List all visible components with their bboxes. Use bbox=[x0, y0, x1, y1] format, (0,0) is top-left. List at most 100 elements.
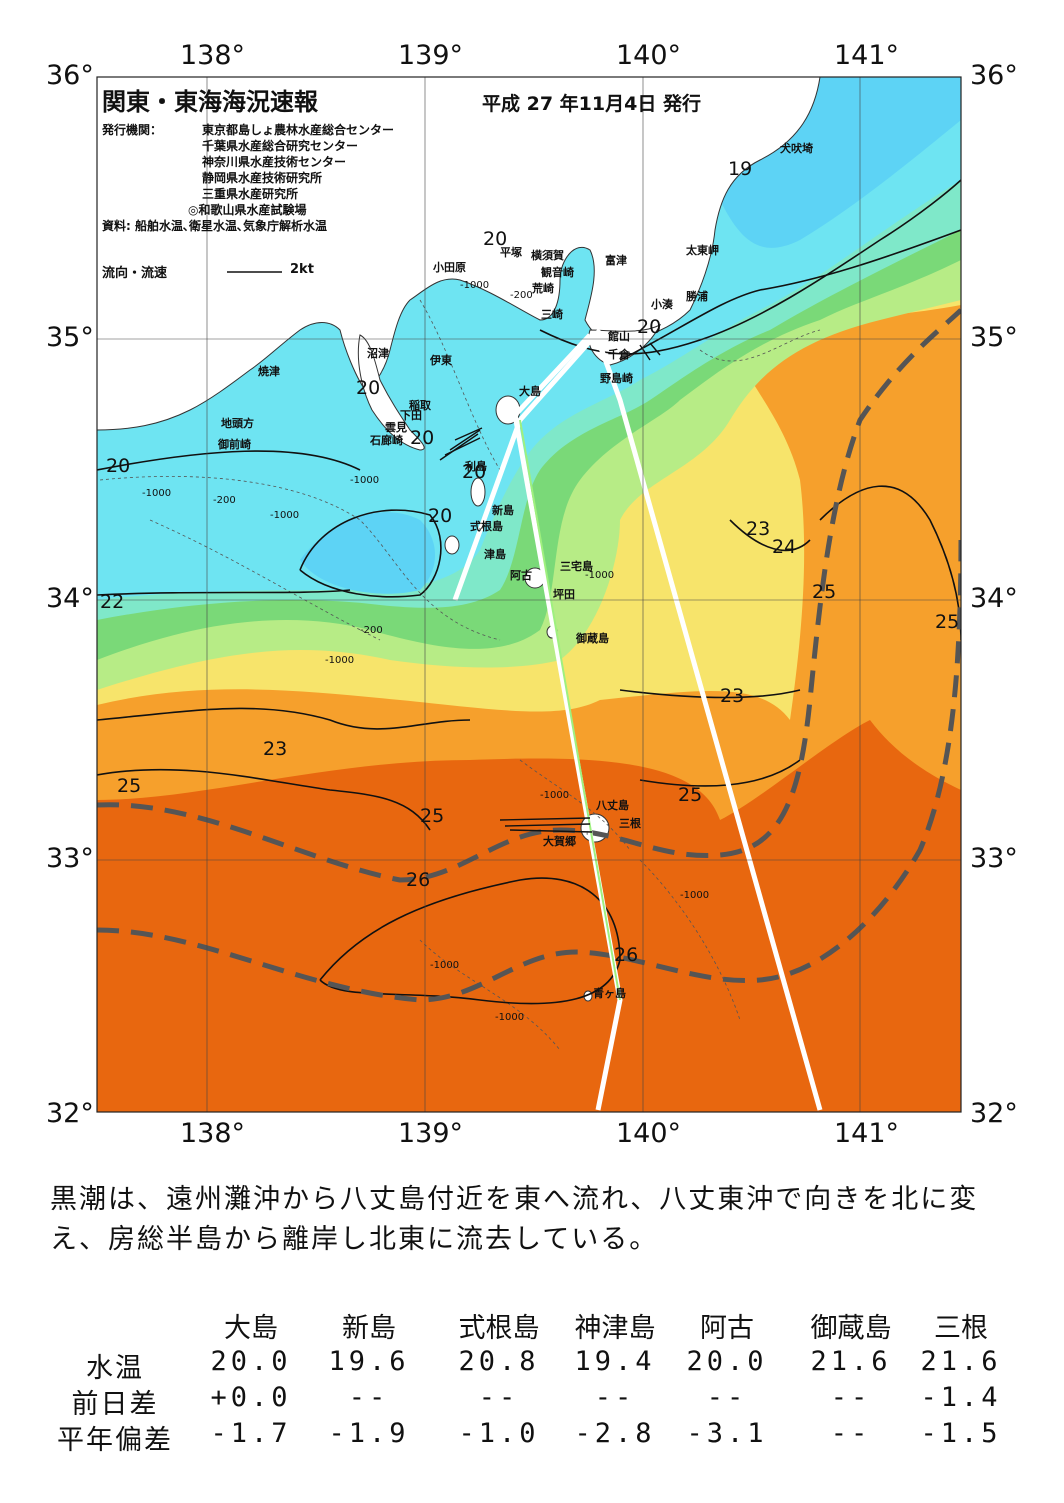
isotherm-label: 20 bbox=[410, 427, 435, 449]
place-label: 三宅島 bbox=[560, 560, 593, 573]
place-label: 荒崎 bbox=[532, 282, 554, 295]
place-label: 横須賀 bbox=[531, 249, 564, 262]
kuroshio-axis bbox=[97, 308, 961, 1003]
col-header: 御蔵島 bbox=[810, 1313, 892, 1344]
isotherm-label: 20 bbox=[483, 228, 508, 250]
place-label: 御前崎 bbox=[218, 438, 251, 451]
land-kanto bbox=[97, 77, 821, 431]
depth-label: -1000 bbox=[460, 280, 490, 291]
place-label: 小田原 bbox=[433, 261, 466, 274]
current-arrows bbox=[439, 342, 661, 833]
place-label: 観音崎 bbox=[541, 266, 574, 279]
place-label: 犬吠埼 bbox=[780, 142, 813, 155]
row-label: 水温 bbox=[86, 1353, 144, 1384]
table-cell: 21.6 bbox=[920, 1346, 1002, 1377]
data-sources: 資料: 船舶水温､衛星水温､気象庁解析水温 bbox=[102, 219, 327, 233]
lat-label-33-left: 33° bbox=[46, 843, 94, 874]
lon-label-138-bottom: 138° bbox=[180, 1118, 246, 1149]
map-border bbox=[96, 76, 962, 1113]
table-cell: 20.0 bbox=[210, 1346, 292, 1377]
kuroshio-summary: 黒潮は、遠州灘沖から八丈島付近を東へ流れ、八丈東沖で向きを北に変え、房総半島から… bbox=[50, 1184, 979, 1255]
place-label: 稲取 bbox=[409, 399, 431, 412]
table-cell: -1.9 bbox=[328, 1418, 410, 1449]
depth-label: -1000 bbox=[540, 790, 570, 801]
col-header: 三根 bbox=[934, 1313, 988, 1344]
row-label: 前日差 bbox=[71, 1389, 159, 1420]
col-header: 新島 bbox=[342, 1313, 396, 1344]
lon-label-138-top: 138° bbox=[180, 40, 246, 71]
issuer-6: ◎和歌山県水産試験場 bbox=[188, 203, 307, 217]
island-niijima bbox=[470, 477, 486, 507]
table-cell: -- bbox=[478, 1382, 520, 1413]
lon-label-140-bottom: 140° bbox=[616, 1118, 682, 1149]
lat-label-36-right: 36° bbox=[970, 60, 1018, 91]
sea-temperature-map: 138° 139° 140° 141° 138° 139° 140° 141° … bbox=[46, 40, 1018, 1149]
place-label: 坪田 bbox=[553, 588, 575, 601]
table-cell: 20.8 bbox=[458, 1346, 540, 1377]
lon-label-141-top: 141° bbox=[834, 40, 900, 71]
zone-19b bbox=[300, 512, 435, 594]
isotherm-label: 20 bbox=[462, 461, 487, 483]
table-cell: 19.6 bbox=[328, 1346, 410, 1377]
lat-label-32-right: 32° bbox=[970, 1098, 1018, 1129]
table-cell: 21.6 bbox=[810, 1346, 892, 1377]
lon-label-141-bottom: 141° bbox=[834, 1118, 900, 1149]
place-label: 石廊崎 bbox=[370, 434, 403, 447]
place-label: 津島 bbox=[484, 548, 506, 561]
issuer-1: 東京都島しょ農林水産総合センター bbox=[202, 123, 395, 137]
isotherm-label: 23 bbox=[746, 518, 771, 540]
isotherm-label: 23 bbox=[720, 685, 745, 707]
table-cell: +0.0 bbox=[210, 1382, 292, 1413]
isotherm-label: 22 bbox=[100, 591, 125, 613]
isobaths bbox=[99, 299, 821, 1051]
island-kozushima bbox=[444, 535, 460, 555]
issuer-4: 静岡県水産技術研究所 bbox=[202, 171, 323, 185]
row-label: 平年偏差 bbox=[57, 1425, 173, 1456]
table-cell: -1.7 bbox=[210, 1418, 292, 1449]
depth-label: -1000 bbox=[270, 510, 300, 521]
depth-label: -1000 bbox=[142, 488, 172, 499]
place-label: 伊東 bbox=[430, 354, 452, 367]
place-label: 式根島 bbox=[470, 520, 503, 533]
lon-label-140-top: 140° bbox=[616, 40, 682, 71]
table-cell: -- bbox=[706, 1382, 748, 1413]
lat-label-34-right: 34° bbox=[970, 583, 1018, 614]
depth-label: -200 bbox=[213, 495, 236, 506]
grid-lines bbox=[97, 77, 961, 1112]
place-label: 新島 bbox=[492, 504, 514, 517]
place-label: 雲見 bbox=[385, 421, 407, 434]
map-title: 関東・東海海況速報 bbox=[102, 88, 318, 116]
depth-label: -1000 bbox=[325, 655, 355, 666]
depth-label: -200 bbox=[510, 290, 533, 301]
place-label: 太東岬 bbox=[686, 244, 719, 257]
isotherm-label: 26 bbox=[614, 944, 639, 966]
table-cell: 19.4 bbox=[574, 1346, 656, 1377]
table-cell: -1.0 bbox=[458, 1418, 540, 1449]
col-header: 式根島 bbox=[458, 1313, 540, 1344]
place-label: 八丈島 bbox=[596, 799, 629, 812]
lat-label-32-left: 32° bbox=[46, 1098, 94, 1129]
isotherms bbox=[97, 179, 961, 1005]
isotherm-label: 20 bbox=[106, 455, 131, 477]
place-label: 館山 bbox=[608, 330, 630, 343]
table-cell: -- bbox=[830, 1382, 872, 1413]
issuer-label: 発行機関： bbox=[102, 123, 163, 137]
place-label: 大賀郷 bbox=[543, 835, 576, 848]
land-izu bbox=[357, 334, 425, 451]
place-label: 大島 bbox=[519, 385, 541, 398]
isotherm-label: 25 bbox=[420, 805, 445, 827]
depth-label: -1000 bbox=[350, 475, 380, 486]
lat-label-34-left: 34° bbox=[46, 583, 94, 614]
lat-label-36-left: 36° bbox=[46, 60, 94, 91]
isotherm-label: 23 bbox=[263, 738, 288, 760]
table-cell: -1.4 bbox=[920, 1382, 1002, 1413]
ship-track-inner bbox=[519, 419, 621, 1001]
lat-label-35-left: 35° bbox=[46, 322, 94, 353]
table-cell: 20.0 bbox=[686, 1346, 768, 1377]
isotherm-label: 25 bbox=[812, 581, 837, 603]
lat-label-33-right: 33° bbox=[970, 843, 1018, 874]
col-header: 神津島 bbox=[574, 1313, 656, 1344]
isotherm-label: 20 bbox=[356, 377, 381, 399]
table-cell: -3.1 bbox=[686, 1418, 768, 1449]
place-label: 三崎 bbox=[541, 308, 563, 321]
